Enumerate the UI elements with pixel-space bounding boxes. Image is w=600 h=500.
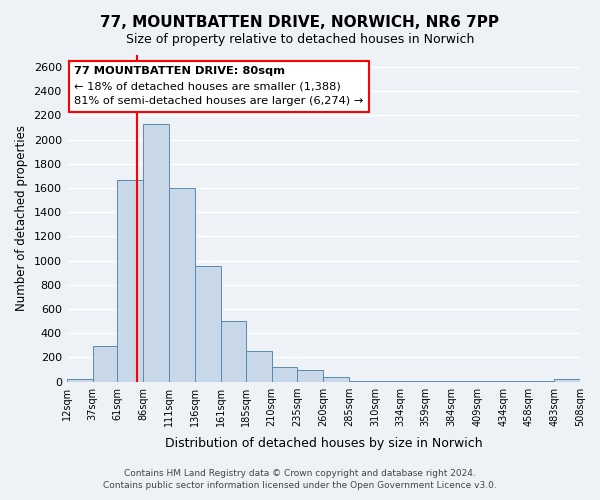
Bar <box>67 379 92 382</box>
Bar <box>92 346 118 382</box>
Bar <box>143 124 169 382</box>
Bar <box>246 351 272 382</box>
Bar <box>169 188 195 382</box>
Text: ← 18% of detached houses are smaller (1,388)
81% of semi-detached houses are lar: ← 18% of detached houses are smaller (1,… <box>74 66 364 106</box>
Text: 77 MOUNTBATTEN DRIVE: 80sqm: 77 MOUNTBATTEN DRIVE: 80sqm <box>74 66 286 76</box>
Text: Size of property relative to detached houses in Norwich: Size of property relative to detached ho… <box>126 32 474 46</box>
Bar <box>118 180 143 382</box>
Bar <box>298 370 323 382</box>
Bar <box>478 381 503 382</box>
Bar <box>400 381 426 382</box>
Y-axis label: Number of detached properties: Number of detached properties <box>15 126 28 312</box>
Bar <box>323 378 349 382</box>
Bar <box>195 266 221 382</box>
Bar <box>375 381 400 382</box>
Bar <box>452 381 478 382</box>
Text: 77 MOUNTBATTEN DRIVE: 80sqm
← 18% of detached houses are smaller (1,388)
81% of : 77 MOUNTBATTEN DRIVE: 80sqm ← 18% of det… <box>74 66 364 106</box>
Bar <box>528 381 554 382</box>
Bar <box>349 381 375 382</box>
Bar <box>426 381 452 382</box>
Bar <box>554 379 580 382</box>
Text: 77, MOUNTBATTEN DRIVE, NORWICH, NR6 7PP: 77, MOUNTBATTEN DRIVE, NORWICH, NR6 7PP <box>101 15 499 30</box>
Bar <box>503 381 528 382</box>
Bar <box>221 320 246 382</box>
Text: Contains HM Land Registry data © Crown copyright and database right 2024.
Contai: Contains HM Land Registry data © Crown c… <box>103 468 497 490</box>
X-axis label: Distribution of detached houses by size in Norwich: Distribution of detached houses by size … <box>164 437 482 450</box>
Bar <box>272 367 298 382</box>
